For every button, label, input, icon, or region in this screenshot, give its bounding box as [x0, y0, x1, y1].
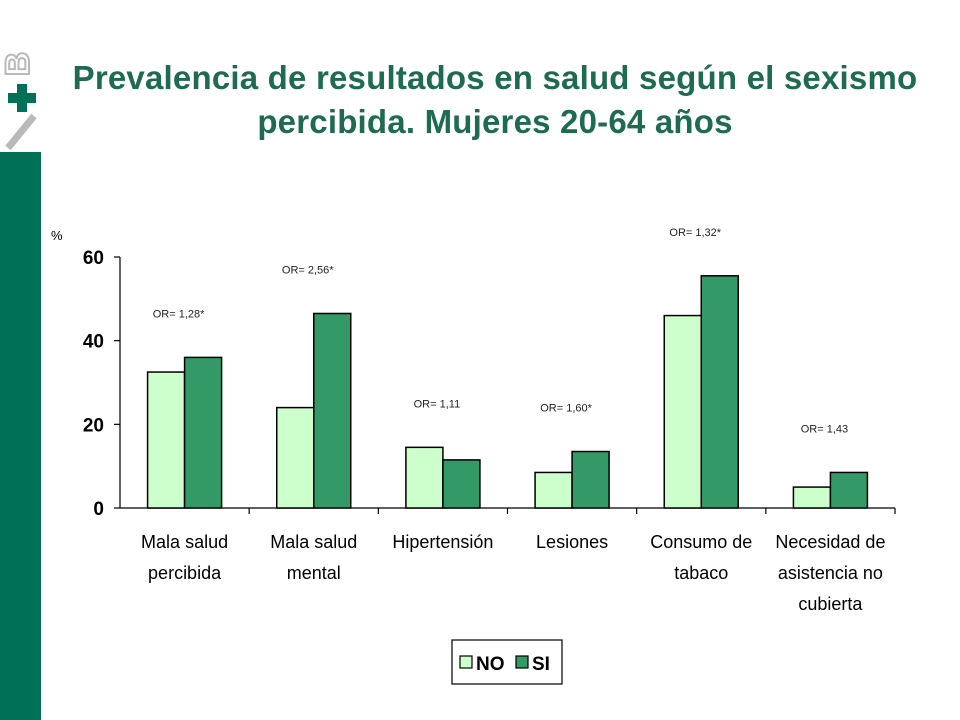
y-axis-label: % — [51, 228, 63, 243]
slide-title: Prevalencia de resultados en salud según… — [72, 59, 918, 140]
legend-label-no: NO — [476, 654, 505, 675]
bar-si — [442, 459, 481, 509]
side-accent-bar — [0, 152, 41, 720]
bar-no — [146, 371, 186, 509]
bar-no — [534, 471, 573, 509]
y-tick-label: 60 — [83, 248, 104, 269]
bar-si — [313, 312, 352, 509]
brand-logo: B — [0, 51, 38, 150]
category-label: Lesiones — [536, 532, 608, 552]
bar-si — [571, 450, 610, 509]
y-tick-label: 0 — [93, 499, 104, 520]
category-label: Consumo de — [650, 532, 752, 552]
legend-label-si: SI — [532, 654, 550, 675]
bar-no — [276, 406, 315, 509]
bar-si — [700, 275, 739, 509]
category-label: Mala salud — [270, 532, 357, 552]
or-annotation: OR= 1,11 — [414, 398, 461, 410]
or-annotation: OR= 1,32* — [669, 227, 721, 239]
y-tick-label: 40 — [83, 332, 104, 353]
bar-no — [663, 314, 702, 509]
bar-si — [829, 471, 869, 509]
category-label: Hipertensión — [392, 532, 493, 552]
or-annotation: OR= 2,56* — [282, 264, 334, 276]
y-tick-label: 20 — [83, 415, 104, 436]
category-label: Mala salud — [141, 532, 228, 552]
legend-swatch-no — [459, 655, 473, 669]
category-label: percibida — [148, 563, 222, 583]
bar-no — [792, 486, 832, 509]
category-label: tabaco — [674, 563, 728, 583]
category-label: cubierta — [798, 594, 863, 614]
bar-si — [183, 356, 223, 509]
category-label: Necesidad de — [775, 532, 885, 552]
svg-text:B: B — [0, 52, 37, 77]
category-label: mental — [287, 563, 341, 583]
bar-no — [405, 446, 444, 509]
legend-swatch-si — [515, 655, 529, 669]
or-annotation: OR= 1,43 — [801, 423, 848, 435]
or-annotation: OR= 1,60* — [540, 403, 592, 415]
category-label: asistencia no — [778, 563, 883, 583]
or-annotation: OR= 1,28* — [153, 308, 205, 320]
